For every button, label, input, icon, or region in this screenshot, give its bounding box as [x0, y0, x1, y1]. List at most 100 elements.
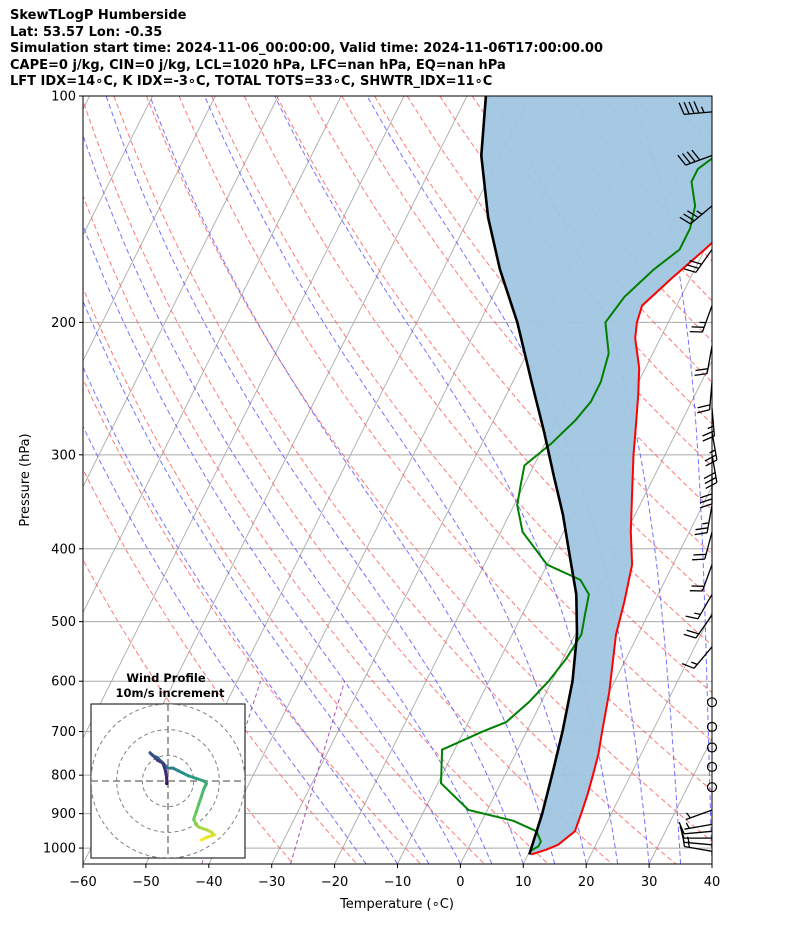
- wind-barb: [683, 249, 713, 274]
- y-tick-label: 600: [51, 675, 76, 690]
- isotherm-gridline: [585, 611, 712, 864]
- isotherm-gridline: [775, 96, 794, 864]
- x-axis-label: Temperature (∘C): [339, 897, 454, 912]
- x-tick-label: 30: [641, 875, 658, 890]
- x-tick-label: 40: [704, 875, 721, 890]
- isotherm-gridline: [83, 96, 153, 237]
- wind-barb: [681, 646, 713, 669]
- x-tick-label: 0: [456, 875, 464, 890]
- isotherm-gridline: [83, 96, 405, 740]
- moist-adiabat-line: [105, 96, 524, 864]
- moist-adiabat-line: [631, 96, 712, 864]
- wind-barb: [683, 614, 713, 639]
- wind-barb: [678, 101, 713, 116]
- moist-adiabat-line: [83, 224, 461, 864]
- calm-wind-circle: [706, 761, 718, 773]
- hodograph-inset: Wind Profile 10m/s increment: [90, 671, 246, 859]
- wind-barb: [679, 205, 713, 225]
- moist-adiabat-line: [204, 96, 587, 864]
- x-tick-label: −10: [384, 875, 411, 890]
- wind-barb: [703, 454, 718, 489]
- hodograph-subtitle: 10m/s increment: [116, 686, 225, 700]
- station-coordinates: Lat: 53.57 Lon: -0.35: [10, 24, 163, 40]
- moist-adiabat-line: [740, 96, 748, 864]
- wind-barb: [704, 432, 718, 467]
- dry-adiabat-line: [276, 96, 712, 647]
- dry-adiabat-line: [113, 96, 677, 864]
- x-tick-label: −40: [195, 875, 222, 890]
- wind-barb: [699, 475, 713, 509]
- moist-adiabat-line: [149, 96, 556, 864]
- wind-barb: [678, 821, 713, 835]
- wind-barb: [689, 305, 713, 333]
- calm-wind-circle: [706, 697, 718, 708]
- isotherm-gridline: [459, 359, 712, 864]
- wind-barb: [694, 345, 713, 377]
- moist-adiabat-line: [83, 133, 493, 864]
- y-tick-label: 400: [51, 542, 76, 557]
- dry-adiabat-line: [83, 99, 613, 864]
- y-tick-label: 900: [51, 807, 76, 822]
- wind-barb: [685, 809, 713, 821]
- wind-barb: [694, 505, 713, 536]
- y-tick-label: 100: [51, 90, 76, 105]
- x-tick-label: −50: [132, 875, 159, 890]
- stability-indices-2: LFT IDX=14∘C, K IDX=-3∘C, TOTAL TOTS=33∘…: [10, 74, 493, 90]
- moist-adiabat-line: [83, 365, 398, 864]
- calm-wind-circle: [706, 742, 718, 753]
- moist-adiabat-line: [83, 299, 430, 864]
- cin-shaded-area: [481, 96, 712, 855]
- stability-indices-1: CAPE=0 j/kg, CIN=0 j/kg, LCL=1020 hPa, L…: [10, 57, 506, 73]
- x-tick-label: −60: [69, 875, 96, 890]
- y-axis-ticks: 100 200 300 400 500 600 700 800 900 1000: [43, 90, 83, 857]
- dry-adiabat-line: [83, 468, 358, 864]
- dewpoint-profile: [439, 157, 712, 853]
- dry-adiabat-line: [243, 96, 712, 694]
- y-tick-label: 300: [51, 448, 76, 463]
- x-tick-label: −20: [321, 875, 348, 890]
- wind-barb: [692, 531, 713, 561]
- x-tick-label: −30: [258, 875, 285, 890]
- dry-adiabat-line: [178, 96, 712, 792]
- profile-series: [439, 96, 712, 856]
- wind-barb: [689, 564, 713, 592]
- wind-barbs: [677, 101, 718, 852]
- calm-wind-circle: [706, 721, 718, 732]
- x-tick-label: 10: [515, 875, 532, 890]
- hodograph-plot-area: [91, 704, 245, 858]
- isotherm-gridline: [83, 96, 342, 614]
- temperature-profile: [530, 241, 712, 856]
- mixing-ratio-line: [290, 681, 346, 864]
- y-tick-label: 200: [51, 316, 76, 331]
- cape-fill: [481, 96, 712, 855]
- dry-adiabat-line: [211, 96, 712, 742]
- y-tick-label: 1000: [43, 842, 76, 857]
- dry-adiabat-line: [374, 96, 712, 511]
- isotherm-gridline: [83, 96, 279, 488]
- wind-barb: [677, 149, 713, 166]
- calm-wind-circle: [706, 782, 718, 793]
- isotherm-gridline: [711, 862, 712, 864]
- parcel-profile: [479, 96, 579, 855]
- hodograph-title: Wind Profile: [126, 671, 206, 685]
- dry-adiabat-line: [83, 286, 485, 864]
- y-axis-label: Pressure (hPa): [18, 433, 33, 526]
- y-tick-label: 800: [51, 769, 76, 784]
- dry-adiabat-line: [700, 96, 712, 110]
- dry-adiabat-line: [83, 194, 549, 864]
- y-tick-label: 700: [51, 725, 76, 740]
- wind-barb: [697, 381, 713, 414]
- wind-barb: [685, 594, 713, 620]
- chart-header: SkewTLogP Humberside Lat: 53.57 Lon: -0.…: [10, 8, 780, 91]
- isotherm-gridline: [83, 96, 216, 362]
- chart-title: SkewTLogP Humberside: [10, 8, 187, 23]
- x-axis-ticks: −60 −50 −40 −30 −20 −10 0 10 20 30 40: [69, 864, 720, 890]
- wind-barb: [684, 822, 713, 830]
- x-tick-label: 20: [578, 875, 595, 890]
- wind-barb: [702, 408, 716, 442]
- simulation-times: Simulation start time: 2024-11-06_00:00:…: [10, 41, 603, 57]
- y-tick-label: 500: [51, 615, 76, 630]
- isotherm-gridline: [83, 96, 91, 111]
- moist-adiabat-line: [83, 425, 367, 864]
